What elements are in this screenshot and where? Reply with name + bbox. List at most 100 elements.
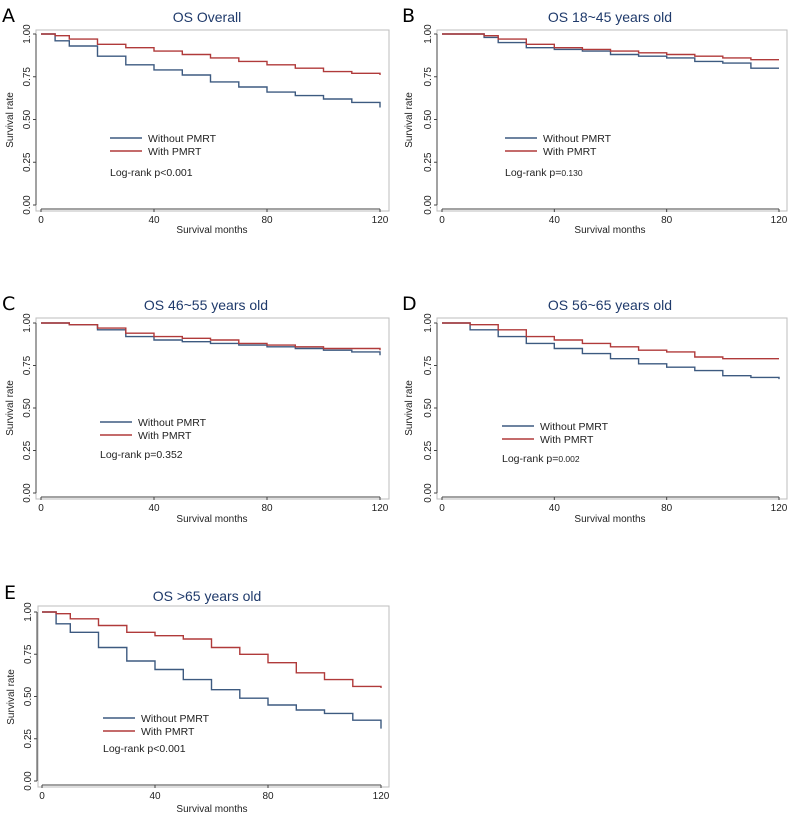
x-tick-label: 40 xyxy=(549,215,561,226)
chart-title: OS 56~65 years old xyxy=(548,297,672,313)
y-tick-label: 0.00 xyxy=(423,195,434,215)
plot-frame xyxy=(436,317,788,500)
series-without-pmrt xyxy=(442,322,780,380)
logrank-value: 0.002 xyxy=(558,454,580,464)
y-tick-label: 0.25 xyxy=(423,440,434,460)
panel-letter: C xyxy=(2,293,15,315)
panel-c: C OS 46~55 years old 0 40 80 120 0.00 0.25 0.50 0… xyxy=(2,293,390,525)
y-tick-label: 0.75 xyxy=(22,355,33,375)
y-tick-label: 0.75 xyxy=(423,67,434,87)
logrank-value: 0.130 xyxy=(561,168,583,178)
x-axis-title: Survival months xyxy=(176,225,247,236)
panel-letter: E xyxy=(4,582,16,604)
legend-label: Without PMRT xyxy=(141,713,210,725)
y-tick-label: 0.75 xyxy=(23,644,34,664)
x-axis-title: Survival months xyxy=(176,514,247,525)
panel-d: D OS 56~65 years old 0 40 80 120 0.00 0.25 0.50 0… xyxy=(402,293,788,525)
legend-label: With PMRT xyxy=(141,726,195,738)
plot-frame xyxy=(436,29,788,212)
logrank-annotation: Log-rank p=0.352 xyxy=(100,449,183,461)
y-tick-label: 0.50 xyxy=(423,398,434,418)
legend-label: Without PMRT xyxy=(540,421,609,433)
x-tick-label: 40 xyxy=(148,215,160,226)
series-without-pmrt xyxy=(41,33,381,108)
chart-title: OS >65 years old xyxy=(153,588,262,604)
y-tick-label: 1.00 xyxy=(22,313,33,333)
x-tick-label: 80 xyxy=(661,503,673,514)
plot-frame xyxy=(35,317,390,500)
y-tick-label: 0.00 xyxy=(23,771,34,791)
y-tick-label: 0.25 xyxy=(22,440,33,460)
y-axis-title: Survival rate xyxy=(5,380,16,436)
x-tick-label: 80 xyxy=(261,215,273,226)
legend-label: Without PMRT xyxy=(138,417,207,429)
plot-frame xyxy=(35,29,390,212)
logrank-label: Log-rank p xyxy=(110,167,160,179)
logrank-label: Log-rank p xyxy=(103,743,153,755)
legend-label: Without PMRT xyxy=(148,133,217,145)
series-without-pmrt xyxy=(41,322,381,356)
x-tick-label: 40 xyxy=(549,503,561,514)
series-with-pmrt xyxy=(41,322,381,351)
y-tick-label: 0.75 xyxy=(423,355,434,375)
y-axis-title: Survival rate xyxy=(6,669,17,725)
y-tick-label: 0.50 xyxy=(22,398,33,418)
x-axis-title: Survival months xyxy=(574,514,645,525)
logrank-label: Log-rank p= xyxy=(505,167,561,179)
legend-label: With PMRT xyxy=(148,146,202,158)
legend-label: With PMRT xyxy=(138,430,192,442)
y-tick-label: 1.00 xyxy=(423,24,434,44)
y-tick-label: 0.50 xyxy=(22,109,33,129)
x-tick-label: 80 xyxy=(261,503,273,514)
y-tick-label: 1.00 xyxy=(23,602,34,622)
logrank-annotation: Log-rank p=0.002 xyxy=(502,453,580,465)
x-tick-label: 80 xyxy=(262,791,274,802)
x-axis-title: Survival months xyxy=(176,804,247,815)
x-tick-label: 120 xyxy=(771,215,788,226)
series-with-pmrt xyxy=(442,33,779,61)
x-tick-label: 0 xyxy=(39,791,45,802)
y-tick-label: 0.00 xyxy=(423,483,434,503)
chart-title: OS Overall xyxy=(173,9,241,25)
y-tick-label: 1.00 xyxy=(22,24,33,44)
legend-label: With PMRT xyxy=(540,434,594,446)
series-with-pmrt xyxy=(42,611,382,688)
x-tick-label: 40 xyxy=(148,503,160,514)
y-tick-label: 0.75 xyxy=(22,67,33,87)
panel-letter: B xyxy=(402,5,415,27)
legend-label: With PMRT xyxy=(543,146,597,158)
x-tick-label: 0 xyxy=(439,503,445,514)
panel-letter: A xyxy=(2,5,15,27)
logrank-value: <0.001 xyxy=(153,743,186,755)
y-tick-label: 0.50 xyxy=(23,686,34,706)
y-tick-label: 0.00 xyxy=(22,483,33,503)
series-with-pmrt xyxy=(41,33,381,75)
plot-frame xyxy=(37,605,390,788)
chart-title: OS 46~55 years old xyxy=(144,297,268,313)
logrank-annotation: Log-rank p=0.130 xyxy=(505,167,583,179)
y-axis-title: Survival rate xyxy=(404,92,415,148)
x-tick-label: 0 xyxy=(38,503,44,514)
y-axis-title: Survival rate xyxy=(404,380,415,436)
x-tick-label: 0 xyxy=(439,215,445,226)
y-tick-label: 1.00 xyxy=(423,313,434,333)
legend-label: Without PMRT xyxy=(543,133,612,145)
y-tick-label: 0.25 xyxy=(423,152,434,172)
x-tick-label: 120 xyxy=(372,503,389,514)
series-without-pmrt xyxy=(42,611,382,729)
x-tick-label: 80 xyxy=(661,215,673,226)
logrank-annotation: Log-rank p<0.001 xyxy=(103,743,186,755)
y-axis-title: Survival rate xyxy=(5,92,16,148)
x-tick-label: 120 xyxy=(372,215,389,226)
logrank-value: 0.352 xyxy=(156,449,182,461)
logrank-value: <0.001 xyxy=(160,167,193,179)
x-tick-label: 0 xyxy=(38,215,44,226)
series-with-pmrt xyxy=(442,322,779,360)
chart-title: OS 18~45 years old xyxy=(548,9,672,25)
y-tick-label: 0.50 xyxy=(423,109,434,129)
y-tick-label: 0.25 xyxy=(23,729,34,749)
logrank-label: Log-rank p= xyxy=(502,453,558,465)
x-tick-label: 120 xyxy=(771,503,788,514)
panel-letter: D xyxy=(402,293,417,315)
